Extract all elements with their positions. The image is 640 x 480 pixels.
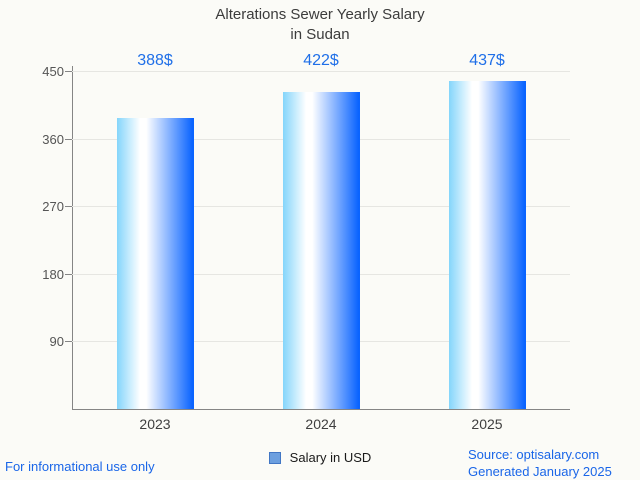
y-tick-label: 360 [42,131,64,147]
x-tick-label-2025: 2025 [471,416,503,432]
value-label-2023: 388$ [137,52,173,69]
bar-2023[interactable] [116,117,194,409]
source-link[interactable]: Source: optisalary.com [468,447,600,462]
bar-2024[interactable] [282,92,360,409]
legend-label: Salary in USD [289,450,372,465]
y-tick-mark [65,138,72,140]
disclaimer-text: For informational use only [5,459,155,474]
y-tick-label: 180 [42,266,64,282]
y-tick-label: 270 [42,199,64,215]
y-tick-mark [65,341,72,343]
chart-title: Alterations Sewer Yearly Salary in Sudan [0,5,640,45]
value-label-2025: 437$ [469,52,505,69]
y-tick-mark [65,206,72,208]
x-tick-label-2024: 2024 [305,416,337,432]
y-tick-label: 450 [42,64,64,79]
plot-area: 90 180 270 360 450 388$ 2023 422$ 2024 437$ 2025 [42,52,570,432]
y-tick-label: 90 [49,334,64,350]
source-block: Source: optisalary.com Generated January… [468,446,612,480]
legend[interactable]: Salary in USD [0,450,640,465]
value-label-2024: 422$ [303,52,339,69]
y-tick-mark [65,71,72,72]
chart-title-line1: Alterations Sewer Yearly Salary [215,6,425,23]
legend-marker-icon [268,451,281,464]
y-tick-mark [65,273,72,275]
x-axis-line [72,409,570,410]
chart-title-line2: in Sudan [290,26,350,43]
generated-date: Generated January 2025 [468,464,612,479]
bar-2025[interactable] [448,80,526,409]
y-axis-line [72,66,73,409]
gridline [72,71,570,72]
x-tick-label-2023: 2023 [139,416,171,432]
